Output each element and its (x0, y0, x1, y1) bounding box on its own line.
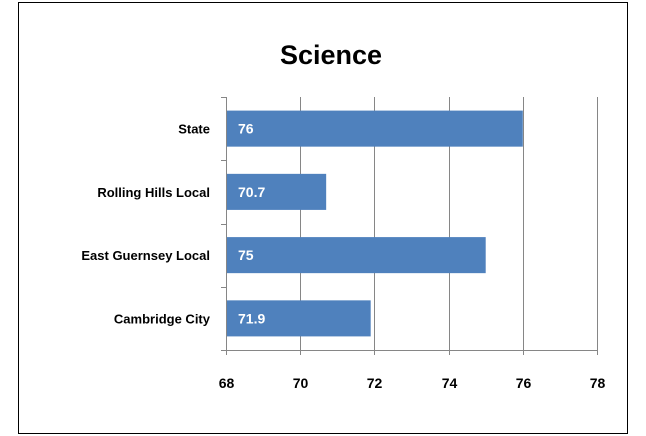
data-label-rolling-hills-local: 70.7 (238, 184, 265, 200)
bar-cambridge-city (227, 300, 371, 337)
data-label-state: 76 (238, 121, 254, 137)
bar-state (227, 110, 523, 147)
chart-title: Science (280, 40, 382, 70)
bar-east-guernsey-local (227, 237, 486, 274)
chart-frame (18, 2, 628, 434)
category-label-state: State (178, 122, 210, 137)
labels: 68 70 72 74 76 78 76 State 70.7 Rolling Hills Loc… (81, 121, 605, 391)
x-tick-label-72: 72 (367, 375, 383, 391)
axes (221, 97, 598, 355)
category-label-rolling-hills-local: Rolling Hills Local (97, 185, 210, 200)
x-tick-label-78: 78 (590, 375, 606, 391)
x-tick-label-68: 68 (219, 375, 235, 391)
category-label-east-guernsey-local: East Guernsey Local (81, 248, 210, 263)
x-tick-label-76: 76 (516, 375, 532, 391)
x-tick-label-74: 74 (442, 375, 458, 391)
bars (227, 110, 523, 337)
category-label-cambridge-city: Cambridge City (114, 311, 211, 326)
x-tick-label-70: 70 (293, 375, 309, 391)
data-label-east-guernsey-local: 75 (238, 247, 254, 263)
data-label-cambridge-city: 71.9 (238, 310, 265, 326)
bar-rolling-hills-local (227, 173, 327, 210)
